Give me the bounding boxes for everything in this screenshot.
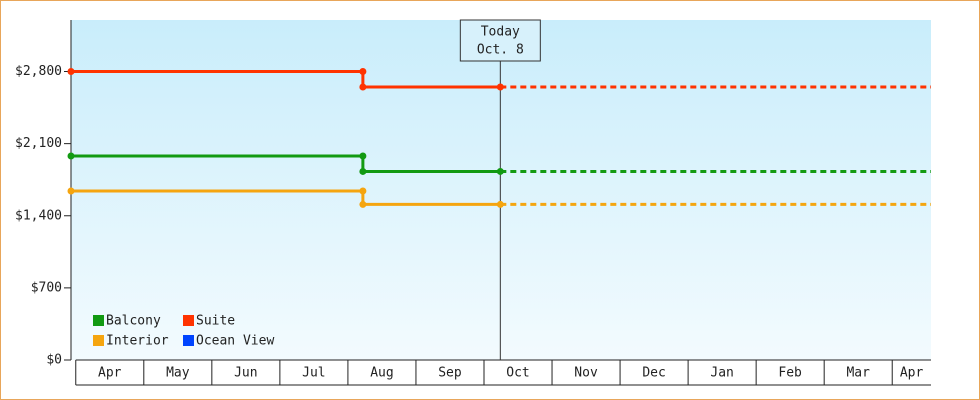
x-tick-label: Apr	[900, 366, 924, 381]
x-tick-label: Jul	[302, 366, 325, 381]
data-point	[496, 83, 504, 91]
x-tick-label: Aug	[370, 366, 393, 381]
x-tick-label: Feb	[778, 366, 802, 381]
x-tick-label: Jun	[234, 366, 257, 381]
data-point	[359, 187, 367, 195]
data-point	[359, 167, 367, 175]
legend-label: Ocean View	[196, 334, 274, 349]
x-tick-label: Sep	[438, 366, 462, 381]
y-tick-label: $2,800	[15, 64, 62, 79]
data-point	[67, 187, 75, 195]
x-tick-label: Jan	[710, 366, 733, 381]
today-box	[459, 19, 541, 62]
legend-swatch	[93, 335, 104, 346]
today-label: Oct. 8	[477, 43, 524, 58]
legend-label: Suite	[196, 314, 235, 329]
data-point	[496, 200, 504, 208]
legend-swatch	[183, 315, 194, 326]
data-point	[359, 152, 367, 160]
x-tick-label: Mar	[846, 366, 870, 381]
data-point	[359, 200, 367, 208]
data-point	[359, 68, 367, 76]
data-point	[359, 83, 367, 91]
legend-label: Interior	[106, 334, 169, 349]
legend-swatch	[183, 335, 194, 346]
today-label: Today	[481, 25, 520, 40]
legend-swatch	[93, 315, 104, 326]
x-tick-label: Dec	[642, 366, 665, 381]
y-tick-label: $1,400	[15, 208, 62, 223]
data-point	[67, 152, 75, 160]
x-tick-label: Apr	[98, 366, 122, 381]
y-tick-label: $0	[46, 353, 62, 368]
legend-label: Balcony	[106, 314, 161, 329]
x-tick-label: Oct	[506, 366, 529, 381]
y-tick-label: $700	[31, 280, 62, 295]
x-tick-label: May	[166, 366, 190, 381]
y-tick-label: $2,100	[15, 136, 62, 151]
data-point	[67, 68, 75, 76]
x-tick-label: Nov	[574, 366, 598, 381]
data-point	[496, 167, 504, 175]
